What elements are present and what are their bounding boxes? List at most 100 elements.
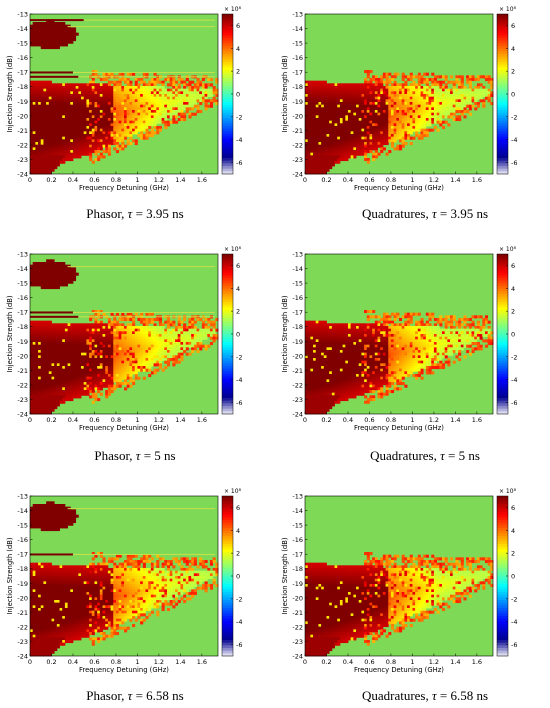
heatmap-cell — [72, 118, 77, 122]
heatmap-cell — [183, 118, 187, 122]
heatmap-cell — [364, 115, 368, 119]
heatmap-cell — [99, 131, 103, 135]
heatmap-cell — [347, 104, 352, 108]
heatmap-cell — [48, 134, 52, 138]
heatmap-cell — [204, 334, 208, 338]
heatmap-cell — [329, 163, 333, 167]
heatmap-cell — [490, 86, 494, 90]
heatmap-cell — [313, 96, 317, 100]
heatmap-cell — [121, 99, 125, 103]
heatmap-cell — [345, 126, 349, 130]
heatmap-cell — [366, 120, 370, 124]
heatmap-cell — [32, 139, 36, 143]
heatmap-cell — [54, 35, 58, 39]
heatmap-cell — [121, 368, 125, 372]
heatmap-cell — [180, 112, 184, 116]
heatmap-cell — [463, 110, 467, 114]
heatmap-cell — [399, 86, 403, 90]
heatmap-cell — [113, 339, 117, 343]
heatmap-cell — [315, 110, 319, 114]
heatmap-cell — [62, 102, 66, 106]
heatmap-cell — [40, 360, 44, 364]
y-tick-label: -14 — [292, 25, 303, 33]
heatmap-cell — [388, 88, 392, 92]
heatmap-cell — [67, 368, 71, 372]
heatmap-cell — [153, 328, 157, 332]
heatmap-cell — [321, 96, 325, 100]
heatmap-cell — [118, 134, 122, 138]
colorbar-segment — [497, 72, 508, 76]
heatmap-cell — [417, 78, 421, 82]
heatmap-cell — [137, 366, 141, 370]
heatmap-cell — [43, 160, 47, 164]
heatmap-cell — [487, 99, 491, 103]
heatmap-cell — [441, 88, 446, 92]
heatmap-cell — [54, 144, 58, 148]
heatmap-cell — [310, 144, 314, 148]
heatmap-cell — [43, 342, 47, 346]
heatmap-cell — [180, 320, 184, 324]
heatmap-cell — [64, 112, 68, 116]
heatmap-cell — [51, 107, 55, 111]
heatmap-cell — [115, 363, 120, 367]
heatmap-cell — [191, 328, 195, 332]
heatmap-cell — [153, 78, 157, 82]
heatmap-cell — [81, 331, 85, 335]
heatmap-cell — [169, 94, 173, 98]
heatmap-cell — [350, 96, 354, 100]
heatmap-cell — [97, 142, 101, 146]
heatmap-cell — [40, 355, 44, 359]
heatmap-cell — [78, 142, 82, 146]
heatmap-cell — [436, 107, 440, 111]
heatmap-cell — [390, 83, 395, 87]
heatmap-cell — [318, 155, 322, 159]
heatmap-cell — [385, 86, 389, 90]
heatmap-cell — [51, 123, 55, 127]
heatmap-cell — [97, 328, 101, 332]
heatmap-cell — [377, 102, 381, 106]
heatmap-cell — [415, 96, 419, 100]
heatmap-cell — [32, 123, 36, 127]
heatmap-cell — [78, 155, 82, 159]
heatmap-cell — [374, 75, 378, 79]
heatmap-cell — [51, 331, 55, 335]
heatmap-cell — [118, 72, 122, 76]
heatmap-cell — [97, 339, 101, 343]
heatmap-cell — [466, 75, 470, 79]
heatmap-cell — [54, 147, 58, 151]
heatmap-cell — [433, 96, 437, 100]
heatmap-cell — [40, 107, 44, 111]
heatmap-cell — [113, 142, 117, 146]
heatmap-cell — [196, 318, 200, 322]
heatmap-cell — [126, 347, 130, 351]
heatmap-cell — [347, 120, 352, 124]
heatmap-cell — [460, 94, 464, 98]
heatmap-cell — [479, 94, 483, 98]
heatmap-cell — [412, 120, 416, 124]
heatmap-cell — [81, 128, 85, 132]
heatmap-cell — [364, 155, 368, 159]
heatmap-cell — [150, 131, 154, 135]
heatmap-cell — [161, 118, 165, 122]
heatmap-cell — [415, 75, 419, 79]
heatmap-cell — [441, 104, 446, 108]
heatmap-cell — [113, 112, 117, 116]
heatmap-cell — [339, 144, 343, 148]
heatmap-cell — [172, 112, 176, 116]
heatmap-cell — [43, 88, 47, 92]
heatmap-cell — [310, 107, 314, 111]
heatmap-cell — [86, 131, 90, 135]
heatmap-cell — [342, 144, 346, 148]
heatmap-cell — [86, 134, 90, 138]
heatmap-cell — [97, 123, 101, 127]
heatmap-cell — [124, 350, 128, 354]
heatmap-cell — [83, 123, 87, 127]
heatmap-cell — [62, 91, 66, 95]
heatmap-cell — [121, 342, 125, 346]
heatmap-cell — [356, 142, 360, 146]
heatmap-cell — [140, 336, 144, 340]
heatmap-cell — [196, 96, 200, 100]
heatmap-cell — [40, 136, 44, 140]
heatmap-cell — [358, 152, 362, 156]
heatmap-cell — [382, 136, 386, 140]
